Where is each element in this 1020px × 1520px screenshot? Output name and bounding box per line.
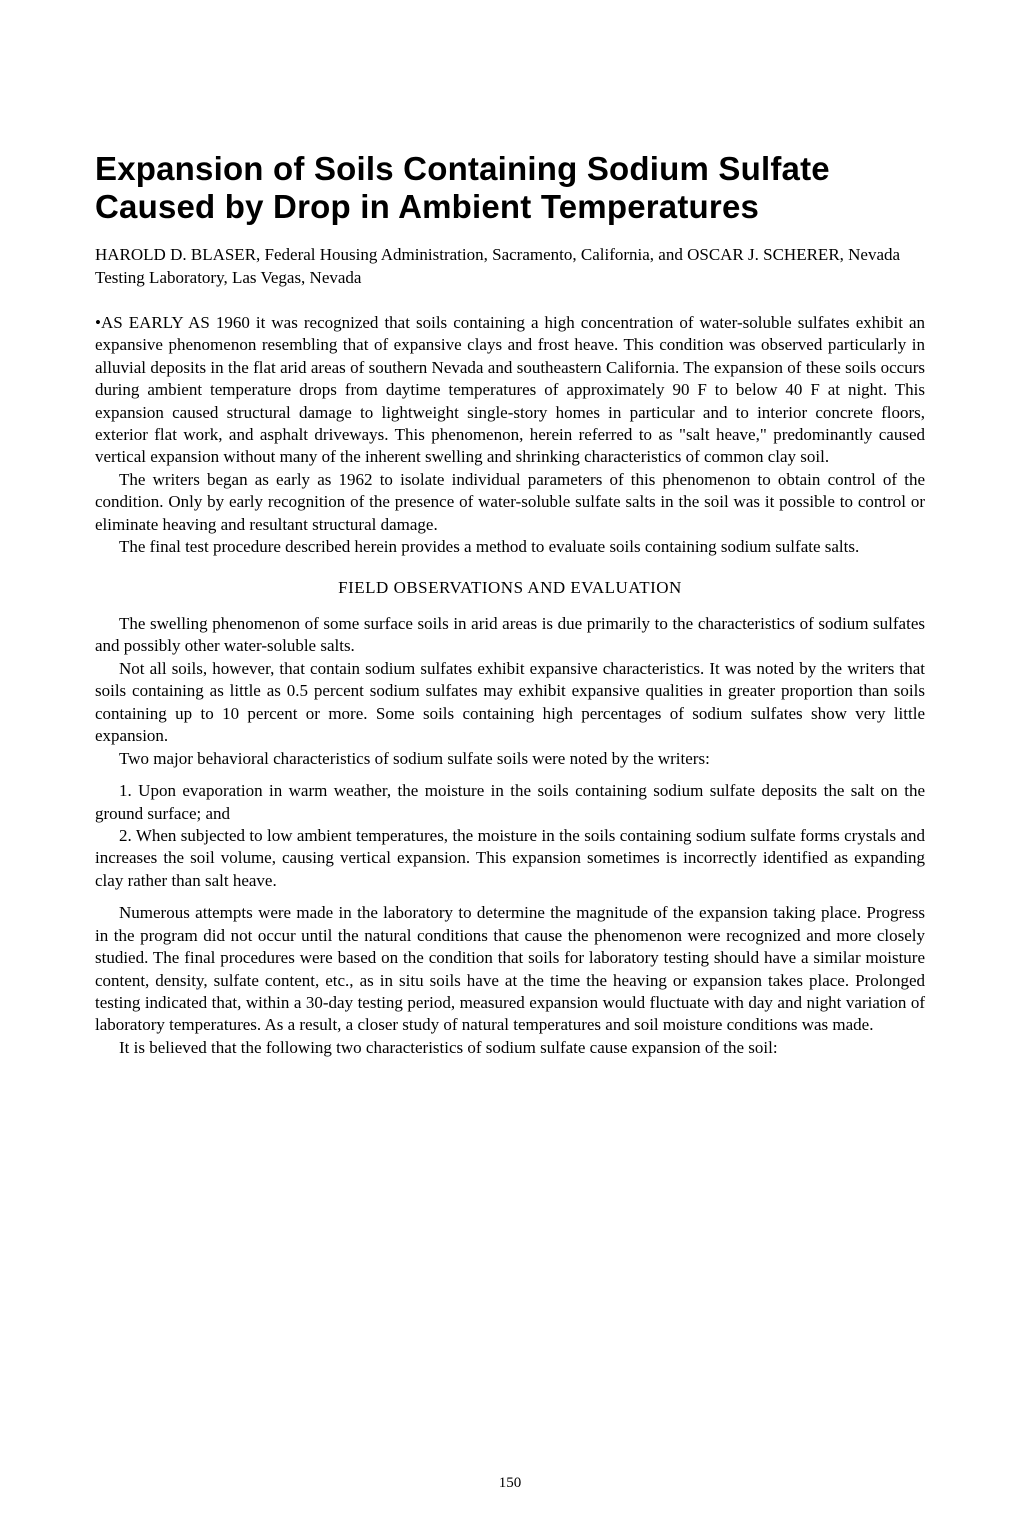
paragraph: The final test procedure described herei… — [95, 536, 925, 558]
section-heading: FIELD OBSERVATIONS AND EVALUATION — [95, 577, 925, 599]
author-line: HAROLD D. BLASER, Federal Housing Admini… — [95, 244, 925, 290]
title-line-1: Expansion of Soils Containing Sodium Sul… — [95, 150, 830, 187]
paragraph: •AS EARLY AS 1960 it was recognized that… — [95, 312, 925, 469]
page-number: 150 — [0, 1475, 1020, 1492]
body-text: •AS EARLY AS 1960 it was recognized that… — [95, 312, 925, 1060]
paper-title: Expansion of Soils Containing Sodium Sul… — [95, 150, 925, 226]
paragraph: The writers began as early as 1962 to is… — [95, 469, 925, 536]
spacer — [95, 770, 925, 780]
title-line-2: Caused by Drop in Ambient Temperatures — [95, 188, 759, 225]
spacer — [95, 892, 925, 902]
paragraph: Numerous attempts were made in the labor… — [95, 902, 925, 1037]
paragraph: The swelling phenomenon of some surface … — [95, 613, 925, 658]
paragraph: It is believed that the following two ch… — [95, 1037, 925, 1059]
list-item: 2. When subjected to low ambient tempera… — [95, 825, 925, 892]
paragraph: Two major behavioral characteristics of … — [95, 748, 925, 770]
list-item: 1. Upon evaporation in warm weather, the… — [95, 780, 925, 825]
paragraph: Not all soils, however, that contain sod… — [95, 658, 925, 748]
document-page: Expansion of Soils Containing Sodium Sul… — [0, 0, 1020, 1520]
